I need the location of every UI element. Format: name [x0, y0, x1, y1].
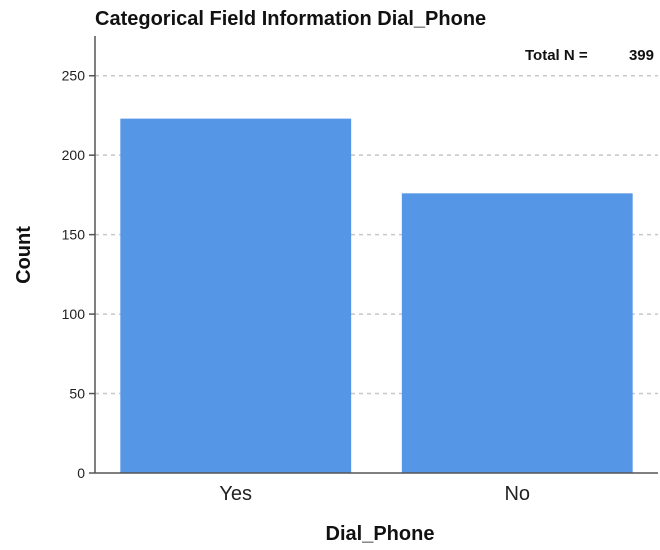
- total-n-value: 399: [629, 47, 654, 64]
- y-tick-label: 0: [77, 465, 85, 481]
- y-tick-label: 150: [62, 227, 86, 243]
- chart-title: Categorical Field Information Dial_Phone: [95, 8, 486, 30]
- bars: [120, 118, 633, 474]
- gridlines: [95, 74, 658, 395]
- x-tick-label-yes: Yes: [219, 483, 252, 505]
- x-tick-label-no: No: [504, 483, 530, 505]
- y-tick-labels: 0 50 100 150 200 250: [62, 68, 95, 481]
- bar-no: [401, 193, 633, 473]
- x-tick-labels: Yes No: [219, 483, 530, 505]
- y-tick-label: 200: [62, 147, 86, 163]
- total-n-label: Total N =: [525, 47, 588, 64]
- y-tick-label: 100: [62, 306, 86, 322]
- y-tick-label: 50: [69, 386, 85, 402]
- bar-yes: [120, 118, 352, 474]
- x-axis-label: Dial_Phone: [326, 523, 435, 545]
- y-tick-label: 250: [62, 68, 86, 84]
- y-axis-label: Count: [13, 226, 35, 284]
